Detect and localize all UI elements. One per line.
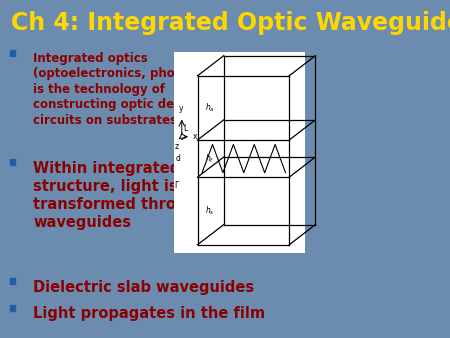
Text: Ch 4: Integrated Optic Waveguides: Ch 4: Integrated Optic Waveguides <box>11 11 450 35</box>
Text: d: d <box>176 154 180 163</box>
Text: L: L <box>184 124 188 133</box>
Text: $h_a$: $h_a$ <box>205 102 215 114</box>
Text: y: y <box>179 104 183 113</box>
Text: z: z <box>175 142 179 151</box>
Bar <box>10 50 15 56</box>
Text: $h_f$: $h_f$ <box>205 152 214 165</box>
Text: Integrated optics
(optoelectronics, photonics)
is the technology of
constructing: Integrated optics (optoelectronics, phot… <box>33 52 222 127</box>
Bar <box>10 278 15 284</box>
Bar <box>10 159 15 165</box>
Text: Light propagates in the film: Light propagates in the film <box>33 307 266 321</box>
Text: $\Gamma$: $\Gamma$ <box>174 179 180 190</box>
Bar <box>10 305 15 311</box>
Text: Dielectric slab waveguides: Dielectric slab waveguides <box>33 280 254 295</box>
Text: Within integrated
structure, light is
transformed through
waveguides: Within integrated structure, light is tr… <box>33 161 207 230</box>
Text: $h_s$: $h_s$ <box>205 205 214 217</box>
Bar <box>174 52 305 253</box>
Text: x: x <box>193 132 197 141</box>
